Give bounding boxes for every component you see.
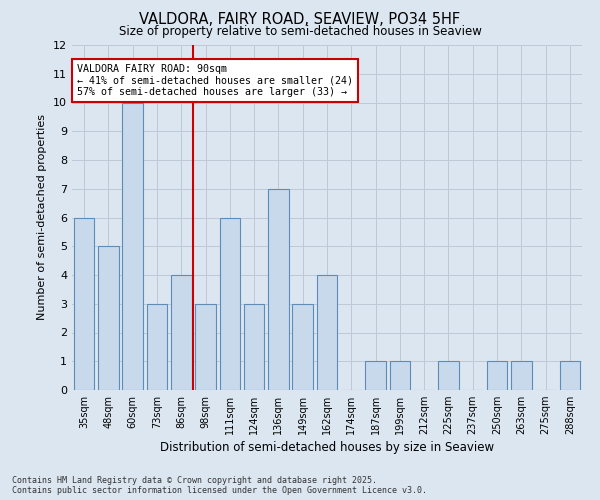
Y-axis label: Number of semi-detached properties: Number of semi-detached properties xyxy=(37,114,47,320)
Bar xyxy=(171,275,191,390)
Text: Contains HM Land Registry data © Crown copyright and database right 2025.
Contai: Contains HM Land Registry data © Crown c… xyxy=(12,476,427,495)
Bar xyxy=(511,361,532,390)
Bar xyxy=(146,304,167,390)
Bar xyxy=(487,361,508,390)
Bar xyxy=(389,361,410,390)
Bar xyxy=(220,218,240,390)
X-axis label: Distribution of semi-detached houses by size in Seaview: Distribution of semi-detached houses by … xyxy=(160,442,494,454)
Bar xyxy=(365,361,386,390)
Bar xyxy=(74,218,94,390)
Text: VALDORA, FAIRY ROAD, SEAVIEW, PO34 5HF: VALDORA, FAIRY ROAD, SEAVIEW, PO34 5HF xyxy=(139,12,461,28)
Bar xyxy=(98,246,119,390)
Bar xyxy=(268,188,289,390)
Bar xyxy=(317,275,337,390)
Bar xyxy=(438,361,459,390)
Bar xyxy=(244,304,265,390)
Bar xyxy=(292,304,313,390)
Bar xyxy=(560,361,580,390)
Text: VALDORA FAIRY ROAD: 90sqm
← 41% of semi-detached houses are smaller (24)
57% of : VALDORA FAIRY ROAD: 90sqm ← 41% of semi-… xyxy=(77,64,353,97)
Bar xyxy=(195,304,216,390)
Bar xyxy=(122,102,143,390)
Text: Size of property relative to semi-detached houses in Seaview: Size of property relative to semi-detach… xyxy=(119,25,481,38)
